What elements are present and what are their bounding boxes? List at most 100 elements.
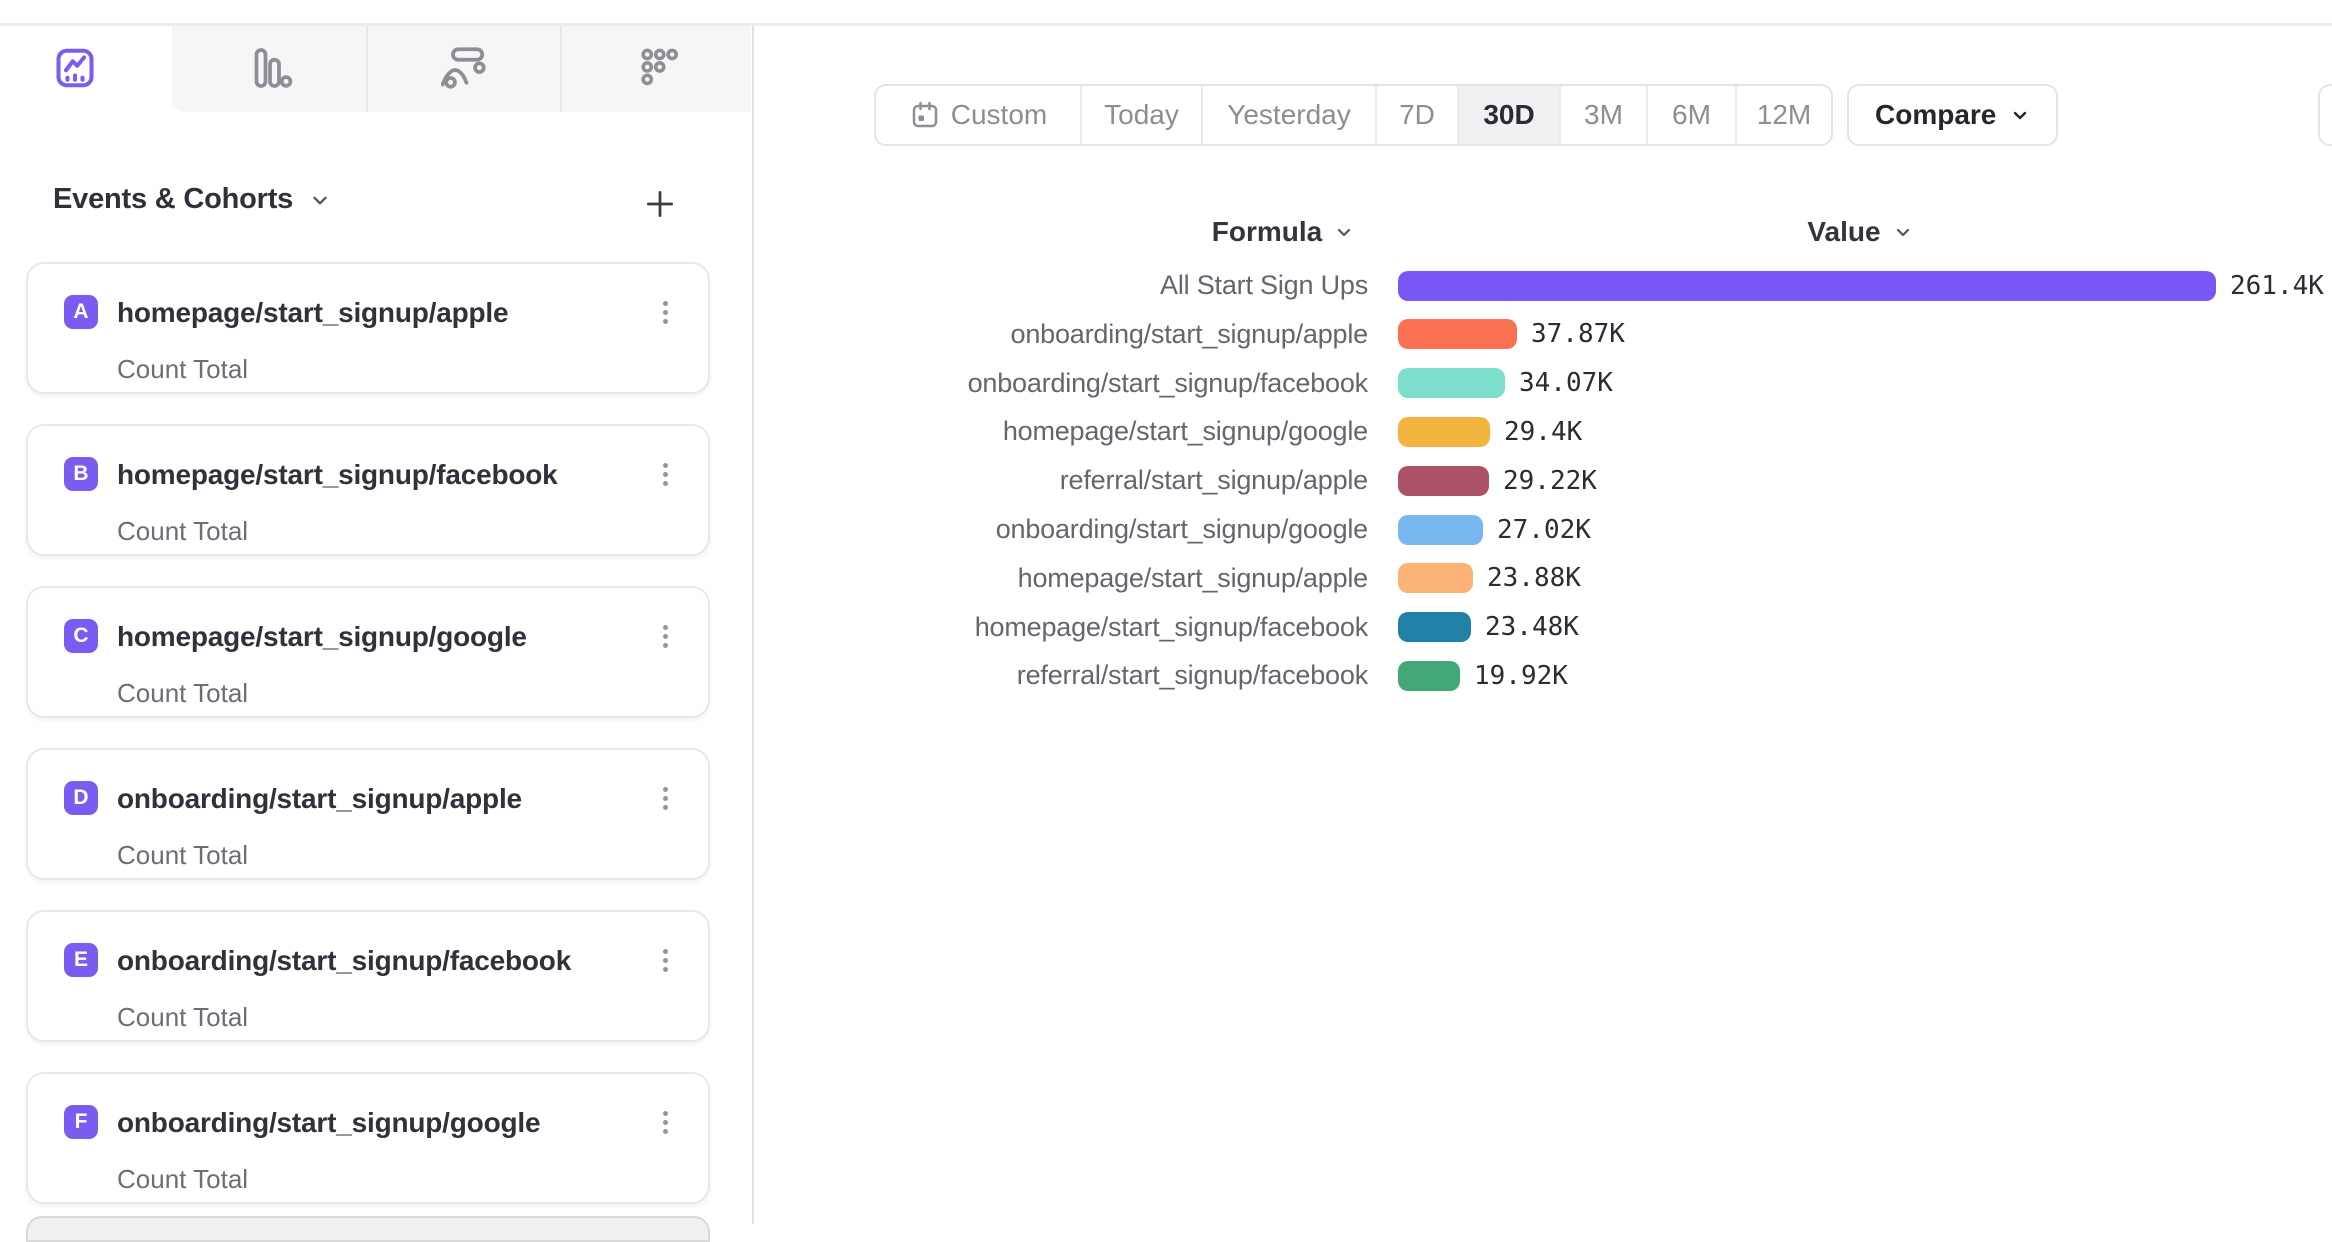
- event-name[interactable]: homepage/start_signup/facebook: [117, 459, 558, 490]
- chart-row-label: onboarding/start_signup/facebook: [967, 367, 1369, 398]
- clipped-edge-button[interactable]: [2318, 84, 2332, 146]
- chart-bar-value: 29.4K: [1504, 416, 1583, 447]
- chart-row-label: homepage/start_signup/google: [1002, 416, 1368, 447]
- chart-row-label: referral/start_signup/apple: [1059, 465, 1368, 496]
- plus-icon: [646, 190, 674, 218]
- chart-bar-value: 27.02K: [1497, 514, 1591, 545]
- date-range-yesterday[interactable]: Yesterday: [1201, 86, 1375, 144]
- date-range-7d[interactable]: 7D: [1375, 86, 1457, 144]
- event-metric[interactable]: Count Total: [117, 678, 249, 708]
- kebab-menu-icon[interactable]: [648, 781, 682, 815]
- event-letter-badge: A: [64, 295, 98, 329]
- event-name[interactable]: onboarding/start_signup/facebook: [117, 945, 572, 976]
- formula-column-header[interactable]: Formula: [1163, 212, 1403, 252]
- chart-bar-value: 37.87K: [1531, 319, 1625, 350]
- event-card[interactable]: B homepage/start_signup/facebook Count T…: [26, 424, 710, 556]
- event-name[interactable]: onboarding/start_signup/apple: [117, 783, 522, 814]
- chart-row: homepage/start_signup/apple 23.88K: [900, 554, 1581, 603]
- chart-bar-value: 261.4K: [2230, 270, 2324, 301]
- event-letter-badge: E: [64, 943, 98, 977]
- retention-grid-icon: [641, 48, 678, 86]
- tab-bar-chart[interactable]: [246, 44, 294, 92]
- date-range-today[interactable]: Today: [1080, 86, 1201, 144]
- kebab-menu-icon[interactable]: [648, 457, 682, 491]
- date-range-custom[interactable]: Custom: [876, 86, 1080, 144]
- chevron-down-icon: [1334, 222, 1354, 242]
- chart-row: All Start Sign Ups 261.4K: [900, 261, 2324, 310]
- chart-bar-value: 29.22K: [1503, 465, 1597, 496]
- date-range-12m[interactable]: 12M: [1735, 86, 1831, 144]
- chart-row-label: referral/start_signup/facebook: [1016, 660, 1368, 691]
- flows-icon: [441, 47, 486, 89]
- kebab-menu-icon[interactable]: [648, 943, 682, 977]
- chart-bar-value: 23.48K: [1485, 612, 1579, 643]
- chart-row: onboarding/start_signup/google 27.02K: [900, 505, 1591, 554]
- chevron-down-icon: [2010, 105, 2030, 125]
- event-card[interactable]: E onboarding/start_signup/facebook Count…: [26, 910, 710, 1042]
- chart-row-label: onboarding/start_signup/google: [995, 514, 1368, 544]
- event-name[interactable]: homepage/start_signup/google: [117, 621, 527, 652]
- date-range-3m[interactable]: 3M: [1559, 86, 1646, 144]
- sidebar-divider: [752, 26, 754, 1224]
- add-event-button[interactable]: [640, 184, 680, 224]
- chart-bar[interactable]: [1398, 563, 1473, 594]
- event-metric[interactable]: Count Total: [117, 840, 249, 870]
- chevron-down-icon: [309, 189, 331, 211]
- chart-bar[interactable]: [1398, 660, 1460, 691]
- chart-row: homepage/start_signup/google 29.4K: [900, 407, 1582, 456]
- tab-retention[interactable]: [636, 44, 684, 92]
- chart-bar[interactable]: [1398, 319, 1517, 350]
- kebab-menu-icon[interactable]: [648, 1105, 682, 1139]
- event-name[interactable]: homepage/start_signup/apple: [117, 297, 509, 328]
- date-range-6m[interactable]: 6M: [1646, 86, 1735, 144]
- chart-row: referral/start_signup/facebook 19.92K: [900, 651, 1568, 700]
- compare-button[interactable]: Compare: [1847, 84, 2059, 146]
- chart-row-label: homepage/start_signup/facebook: [974, 611, 1368, 642]
- date-range-label: 6M: [1672, 99, 1711, 130]
- event-metric[interactable]: Count Total: [117, 354, 249, 384]
- event-metric[interactable]: Count Total: [117, 1164, 249, 1194]
- events-cohorts-title: Events & Cohorts: [53, 183, 294, 215]
- date-range-30d[interactable]: 30D: [1457, 86, 1559, 144]
- date-range-label: 30D: [1483, 99, 1535, 130]
- event-name[interactable]: onboarding/start_signup/google: [117, 1107, 541, 1138]
- calendar-icon: [912, 101, 938, 128]
- chart-bar-value: 19.92K: [1474, 660, 1568, 691]
- formula-header-label: Formula: [1211, 216, 1323, 247]
- top-border-line: [0, 23, 2332, 26]
- event-letter-badge: B: [64, 457, 98, 491]
- chart-row: referral/start_signup/apple 29.22K: [900, 456, 1597, 505]
- tab-separator: [366, 26, 368, 112]
- events-cohorts-header[interactable]: Events & Cohorts: [53, 183, 331, 216]
- chart-row-label: homepage/start_signup/apple: [1017, 562, 1369, 593]
- chart-bar[interactable]: [1398, 270, 2216, 301]
- tab-flows[interactable]: [441, 44, 489, 92]
- chart-bar[interactable]: [1398, 368, 1505, 399]
- compare-label: Compare: [1875, 99, 1997, 130]
- event-metric[interactable]: Count Total: [117, 1002, 249, 1032]
- date-range-control: Custom Today Yesterday 7D 30D 3M 6M 12M: [874, 84, 1833, 146]
- chart-bar[interactable]: [1398, 416, 1490, 447]
- tab-separator: [560, 26, 562, 112]
- event-card[interactable]: A homepage/start_signup/apple Count Tota…: [26, 262, 710, 394]
- date-range-label: Today: [1104, 99, 1179, 130]
- tab-insights[interactable]: [51, 44, 99, 92]
- chart-row: onboarding/start_signup/apple 37.87K: [900, 310, 1625, 359]
- chart-bar[interactable]: [1398, 612, 1471, 643]
- date-range-label: 7D: [1399, 99, 1435, 130]
- chart-row-label: onboarding/start_signup/apple: [1010, 318, 1369, 349]
- chevron-down-icon: [1893, 222, 1913, 242]
- event-metric[interactable]: Count Total: [117, 516, 249, 546]
- chart-bar[interactable]: [1398, 514, 1483, 545]
- chart-bar[interactable]: [1398, 465, 1489, 496]
- value-column-header[interactable]: Value: [1740, 212, 1980, 252]
- kebab-menu-icon[interactable]: [648, 619, 682, 653]
- date-range-label: Custom: [950, 99, 1048, 130]
- event-card[interactable]: F onboarding/start_signup/google Count T…: [26, 1072, 710, 1204]
- chart-row: onboarding/start_signup/facebook 34.07K: [900, 359, 1613, 408]
- event-card-partial[interactable]: [26, 1216, 710, 1242]
- line-chart-icon: [56, 48, 94, 88]
- kebab-menu-icon[interactable]: [648, 295, 682, 329]
- event-card[interactable]: D onboarding/start_signup/apple Count To…: [26, 748, 710, 880]
- event-card[interactable]: C homepage/start_signup/google Count Tot…: [26, 586, 710, 718]
